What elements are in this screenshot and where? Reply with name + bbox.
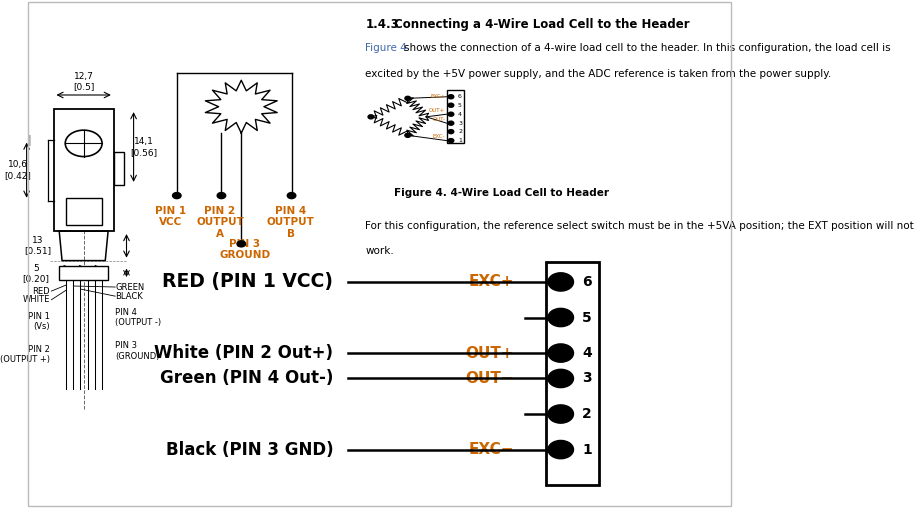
Text: 4: 4 bbox=[458, 112, 462, 117]
Bar bbox=[546, 262, 599, 485]
Text: PIN 2
(OUTPUT +): PIN 2 (OUTPUT +) bbox=[0, 345, 50, 364]
Bar bbox=[113, 152, 123, 185]
Bar bbox=[66, 198, 101, 225]
Text: PIN 1
(Vs): PIN 1 (Vs) bbox=[28, 312, 50, 331]
Text: RED (PIN 1 VCC): RED (PIN 1 VCC) bbox=[163, 272, 334, 292]
Text: 12,7
[0.5]: 12,7 [0.5] bbox=[73, 72, 94, 91]
Circle shape bbox=[448, 103, 453, 107]
Text: GREEN: GREEN bbox=[115, 282, 144, 292]
Circle shape bbox=[287, 193, 296, 199]
Text: work.: work. bbox=[366, 246, 394, 257]
Text: Black (PIN 3 GND): Black (PIN 3 GND) bbox=[165, 440, 334, 459]
Text: 13
[0.51]: 13 [0.51] bbox=[25, 236, 51, 256]
Circle shape bbox=[448, 130, 453, 134]
Text: Figure 4: Figure 4 bbox=[366, 43, 407, 53]
Text: 5: 5 bbox=[582, 310, 591, 325]
Text: 3: 3 bbox=[582, 371, 591, 386]
Text: OUT-: OUT- bbox=[432, 117, 445, 122]
Text: For this configuration, the reference select switch must be in the +5VA position: For this configuration, the reference se… bbox=[366, 221, 914, 231]
Text: 6: 6 bbox=[582, 275, 591, 289]
Text: 1: 1 bbox=[458, 138, 462, 143]
Text: Figure 4. 4-Wire Load Cell to Header: Figure 4. 4-Wire Load Cell to Header bbox=[394, 188, 609, 198]
Text: EXC+: EXC+ bbox=[430, 94, 445, 99]
Text: 14,1
[0.56]: 14,1 [0.56] bbox=[131, 137, 158, 156]
Text: 10,6
[0.42]: 10,6 [0.42] bbox=[5, 161, 32, 180]
Circle shape bbox=[548, 405, 573, 423]
Text: White (PIN 2 Out+): White (PIN 2 Out+) bbox=[154, 344, 334, 362]
Text: EXC+: EXC+ bbox=[469, 274, 514, 290]
Text: 6: 6 bbox=[458, 94, 462, 99]
Circle shape bbox=[448, 94, 453, 99]
Bar bbox=[54, 109, 113, 231]
Circle shape bbox=[368, 115, 374, 119]
Text: WHITE: WHITE bbox=[23, 295, 50, 304]
Text: 5
[0.20]: 5 [0.20] bbox=[22, 264, 49, 283]
Circle shape bbox=[548, 344, 573, 362]
Bar bbox=[447, 90, 464, 143]
Circle shape bbox=[173, 193, 181, 199]
Text: 3: 3 bbox=[458, 121, 462, 125]
Text: 4: 4 bbox=[582, 346, 591, 360]
Text: RED: RED bbox=[32, 287, 50, 296]
Text: PIN 2
OUTPUT
A: PIN 2 OUTPUT A bbox=[197, 206, 244, 239]
Text: 2: 2 bbox=[582, 407, 591, 421]
Text: EXC-: EXC- bbox=[433, 135, 445, 139]
Text: PIN 1
VCC: PIN 1 VCC bbox=[154, 206, 186, 228]
Text: PIN 3
(GROUND): PIN 3 (GROUND) bbox=[115, 341, 160, 361]
Text: OUT+: OUT+ bbox=[465, 345, 514, 361]
Text: 1: 1 bbox=[582, 442, 591, 457]
Text: excited by the +5V power supply, and the ADC reference is taken from the power s: excited by the +5V power supply, and the… bbox=[366, 69, 832, 79]
Text: 5: 5 bbox=[458, 103, 462, 108]
Text: 1.4.3: 1.4.3 bbox=[366, 18, 399, 31]
Text: l: l bbox=[27, 135, 31, 149]
Text: EXC−: EXC− bbox=[469, 442, 514, 457]
Text: Green (PIN 4 Out-): Green (PIN 4 Out-) bbox=[160, 369, 334, 388]
Circle shape bbox=[548, 308, 573, 327]
Circle shape bbox=[405, 133, 410, 137]
Text: Connecting a 4-Wire Load Cell to the Header: Connecting a 4-Wire Load Cell to the Hea… bbox=[394, 18, 689, 31]
Text: OUT−: OUT− bbox=[465, 371, 514, 386]
Bar bbox=[59, 266, 108, 280]
Circle shape bbox=[405, 97, 410, 101]
Text: PIN 3
GROUND: PIN 3 GROUND bbox=[219, 239, 271, 261]
Circle shape bbox=[548, 440, 573, 459]
Circle shape bbox=[548, 273, 573, 291]
Circle shape bbox=[448, 121, 453, 125]
Text: PIN 4
(OUTPUT -): PIN 4 (OUTPUT -) bbox=[115, 308, 161, 327]
Text: PIN 4
OUTPUT
B: PIN 4 OUTPUT B bbox=[267, 206, 314, 239]
Circle shape bbox=[218, 193, 226, 199]
Text: OUT+: OUT+ bbox=[429, 108, 445, 113]
Circle shape bbox=[237, 241, 246, 247]
Text: BLACK: BLACK bbox=[115, 292, 143, 301]
Circle shape bbox=[448, 139, 453, 143]
Text: shows the connection of a 4-wire load cell to the header. In this configuration,: shows the connection of a 4-wire load ce… bbox=[404, 43, 891, 53]
Circle shape bbox=[548, 369, 573, 388]
Text: 2: 2 bbox=[458, 129, 462, 134]
Circle shape bbox=[448, 112, 453, 116]
